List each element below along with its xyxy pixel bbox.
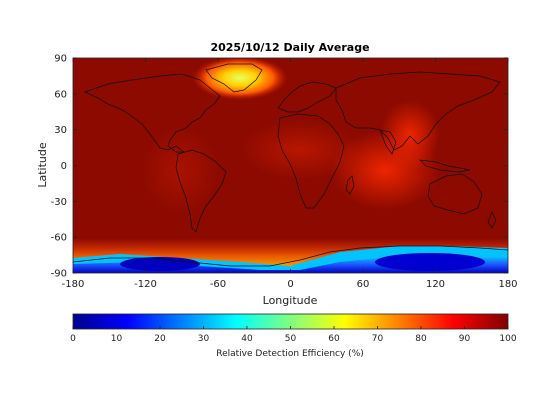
x-tick-label: 120 <box>426 279 445 290</box>
colorbar-tick-label: 40 <box>241 334 253 344</box>
coastline-greenland <box>205 63 263 93</box>
coastline-north-america <box>84 73 221 153</box>
colorbar-tick-label: 60 <box>328 334 340 344</box>
x-axis-label: Longitude <box>263 294 318 307</box>
colorbar-tick-label: 30 <box>198 334 210 344</box>
x-tick-label: 0 <box>287 279 293 290</box>
x-tick-label: -180 <box>62 279 85 290</box>
colorbar-tick-label: 100 <box>499 334 516 344</box>
y-axis-ticks: 90 60 30 0 -30 -60 -90 <box>51 54 508 280</box>
y-tick-label: 30 <box>54 125 67 136</box>
colorbar-tick-label: 0 <box>70 334 76 344</box>
x-tick-label: 180 <box>498 279 517 290</box>
coastline-new-zealand <box>487 211 497 229</box>
y-tick-label: 90 <box>54 54 67 65</box>
colorbar-tick-label: 20 <box>154 334 166 344</box>
y-tick-label: -30 <box>51 197 67 208</box>
coastline-asia <box>335 71 501 151</box>
x-tick-label: 60 <box>357 279 370 290</box>
coastline-madagascar <box>345 175 355 195</box>
colorbar-tick-label: 10 <box>111 334 123 344</box>
y-tick-label: 60 <box>54 89 67 100</box>
map-panel <box>73 58 508 273</box>
y-tick-label: -90 <box>51 269 67 280</box>
coastline-africa <box>277 113 345 209</box>
colorbar-label: Relative Detection Efficiency (%) <box>216 349 364 359</box>
colorbar-ticks: 0 10 20 30 40 50 60 70 80 90 100 <box>70 326 517 344</box>
y-tick-label: -60 <box>51 233 67 244</box>
efficiency-field <box>73 58 508 273</box>
map-title: 2025/10/12 Daily Average <box>210 41 369 54</box>
x-tick-label: -60 <box>210 279 226 290</box>
x-axis-ticks: -180 -120 -60 0 60 120 180 <box>62 58 518 290</box>
y-axis-label: Latitude <box>36 142 49 188</box>
x-tick-label: -120 <box>134 279 157 290</box>
coastline-india <box>379 129 397 155</box>
y-tick-label: 0 <box>61 161 67 172</box>
colorbar-tick-label: 50 <box>285 334 297 344</box>
coastline-indonesia <box>419 159 471 173</box>
colorbar-tick-label: 80 <box>415 334 427 344</box>
coastlines <box>73 63 508 267</box>
coastline-south-america <box>175 149 227 233</box>
colorbar-tick-label: 90 <box>459 334 471 344</box>
colorbar-tick-label: 70 <box>372 334 384 344</box>
coastline-antarctica <box>73 245 508 267</box>
coastline-australia <box>427 173 483 215</box>
